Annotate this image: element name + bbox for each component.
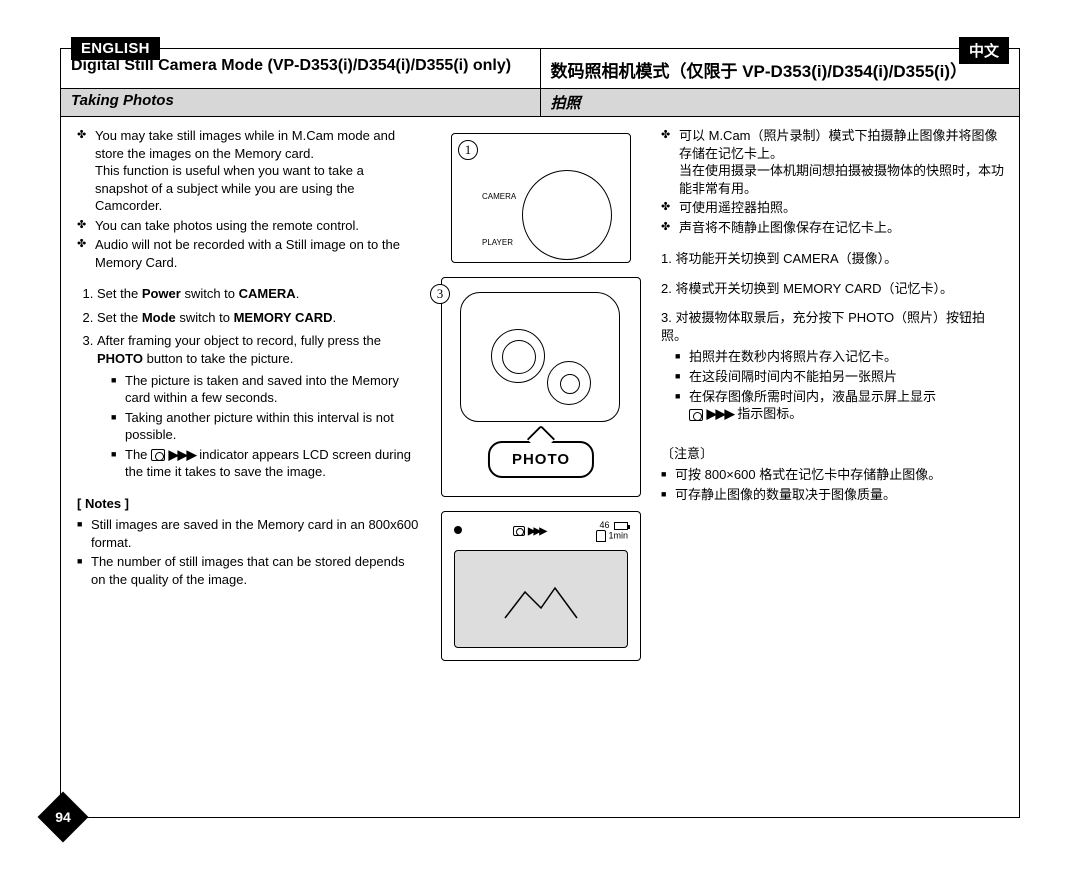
diagram-column: 1 CAMERA PLAYER 3 PHOTO ▶▶▶ 46 bbox=[431, 117, 651, 817]
osd-top-row: ▶▶▶ 46 1min bbox=[454, 520, 628, 542]
power-dial bbox=[522, 170, 612, 260]
step-badge-3: 3 bbox=[430, 284, 450, 304]
cn-step: 1. 将功能开关切换到 CAMERA（摄像）。 bbox=[661, 250, 1009, 268]
cn-substep: 在保存图像所需时间内，液晶显示屏上显示 ▶▶▶ 指示图标。 bbox=[675, 388, 1009, 423]
page-number: 94 bbox=[55, 809, 71, 825]
battery-icon bbox=[614, 522, 628, 530]
page-number-badge: 94 bbox=[41, 795, 85, 839]
diagram-camera-photo: 3 PHOTO bbox=[441, 277, 641, 497]
en-steps: Set the Power switch to CAMERA. Set the … bbox=[77, 285, 419, 480]
fast-forward-icon: ▶▶▶ bbox=[707, 406, 734, 421]
cn-bullets: 可以 M.Cam（照片录制）模式下拍摄静止图像并将图像存储在记忆卡上。 当在使用… bbox=[661, 127, 1009, 236]
body-row: You may take still images while in M.Cam… bbox=[61, 117, 1019, 817]
fast-forward-icon: ▶▶▶ bbox=[528, 526, 545, 537]
cn-substeps: 拍照并在数秒内将照片存入记忆卡。 在这段间隔时间内不能拍另一张照片 在保存图像所… bbox=[675, 348, 1009, 422]
page-frame: ENGLISH 中文 Digital Still Camera Mode (VP… bbox=[60, 48, 1020, 818]
diagram-lcd-osd: ▶▶▶ 46 1min bbox=[441, 511, 641, 661]
notes-heading-cn: 〔注意〕 bbox=[661, 445, 1009, 463]
subhead-row: Taking Photos 拍照 bbox=[61, 89, 1019, 117]
en-bullet: You can take photos using the remote con… bbox=[77, 217, 419, 235]
osd-right: 46 1min bbox=[596, 520, 628, 542]
col-english: You may take still images while in M.Cam… bbox=[61, 117, 431, 817]
cn-notes: 可按 800×600 格式在记忆卡中存储静止图像。 可存静止图像的数量取决于图像… bbox=[661, 466, 1009, 503]
cn-bullet: 可以 M.Cam（照片录制）模式下拍摄静止图像并将图像存储在记忆卡上。 当在使用… bbox=[661, 127, 1009, 197]
cn-substep: 拍照并在数秒内将照片存入记忆卡。 bbox=[675, 348, 1009, 366]
lang-badge-en: ENGLISH bbox=[71, 37, 160, 60]
en-bullets: You may take still images while in M.Cam… bbox=[77, 127, 419, 271]
diagram-mode-switch: 1 CAMERA PLAYER bbox=[451, 133, 631, 263]
en-substep: Taking another picture within this inter… bbox=[111, 409, 419, 444]
header-cn: 数码照相机模式（仅限于 VP-D353(i)/D354(i)/D355(i)） bbox=[541, 49, 1020, 88]
cn-bullet: 可使用遥控器拍照。 bbox=[661, 199, 1009, 217]
photo-callout: PHOTO bbox=[488, 441, 594, 478]
step-badge-1: 1 bbox=[458, 140, 478, 160]
fast-forward-icon: ▶▶▶ bbox=[169, 447, 196, 462]
cn-note: 可按 800×600 格式在记忆卡中存储静止图像。 bbox=[661, 466, 1009, 484]
camera-icon bbox=[689, 409, 703, 421]
cn-step: 2. 将模式开关切换到 MEMORY CARD（记忆卡）。 bbox=[661, 280, 1009, 298]
lang-badge-cn: 中文 bbox=[959, 37, 1009, 64]
en-bullet: Audio will not be recorded with a Still … bbox=[77, 236, 419, 271]
osd-preview-rect bbox=[454, 550, 628, 648]
en-note: Still images are saved in the Memory car… bbox=[77, 516, 419, 551]
en-notes: Still images are saved in the Memory car… bbox=[77, 516, 419, 588]
notes-heading-en: [ Notes ] bbox=[77, 495, 419, 513]
en-substep: The ▶▶▶ indicator appears LCD screen dur… bbox=[111, 446, 419, 481]
subhead-cn: 拍照 bbox=[541, 89, 1020, 116]
player-label: PLAYER bbox=[482, 238, 513, 247]
landscape-icon bbox=[501, 574, 581, 624]
en-step: After framing your object to record, ful… bbox=[97, 332, 419, 480]
col-chinese: 可以 M.Cam（照片录制）模式下拍摄静止图像并将图像存储在记忆卡上。 当在使用… bbox=[651, 117, 1021, 817]
header-row: Digital Still Camera Mode (VP-D353(i)/D3… bbox=[61, 49, 1019, 89]
en-substep: The picture is taken and saved into the … bbox=[111, 372, 419, 407]
subhead-en: Taking Photos bbox=[61, 89, 541, 116]
camcorder-outline bbox=[460, 292, 620, 422]
cn-step: 3. 对被摄物体取景后，充分按下 PHOTO（照片）按钮拍照。 bbox=[661, 309, 1009, 344]
photo-button-icon bbox=[547, 361, 591, 405]
cn-substep: 在这段间隔时间内不能拍另一张照片 bbox=[675, 368, 1009, 386]
memory-icon bbox=[596, 530, 606, 542]
lens-icon bbox=[491, 329, 545, 383]
camera-icon bbox=[151, 449, 165, 461]
camera-label: CAMERA bbox=[482, 192, 516, 201]
en-bullet: You may take still images while in M.Cam… bbox=[77, 127, 419, 215]
cn-bullet: 声音将不随静止图像保存在记忆卡上。 bbox=[661, 219, 1009, 237]
en-substeps: The picture is taken and saved into the … bbox=[111, 372, 419, 481]
en-step: Set the Power switch to CAMERA. bbox=[97, 285, 419, 303]
rec-dot-icon bbox=[454, 526, 462, 534]
camera-icon bbox=[513, 526, 525, 536]
cn-note: 可存静止图像的数量取决于图像质量。 bbox=[661, 486, 1009, 504]
en-step: Set the Mode switch to MEMORY CARD. bbox=[97, 309, 419, 327]
en-note: The number of still images that can be s… bbox=[77, 553, 419, 588]
